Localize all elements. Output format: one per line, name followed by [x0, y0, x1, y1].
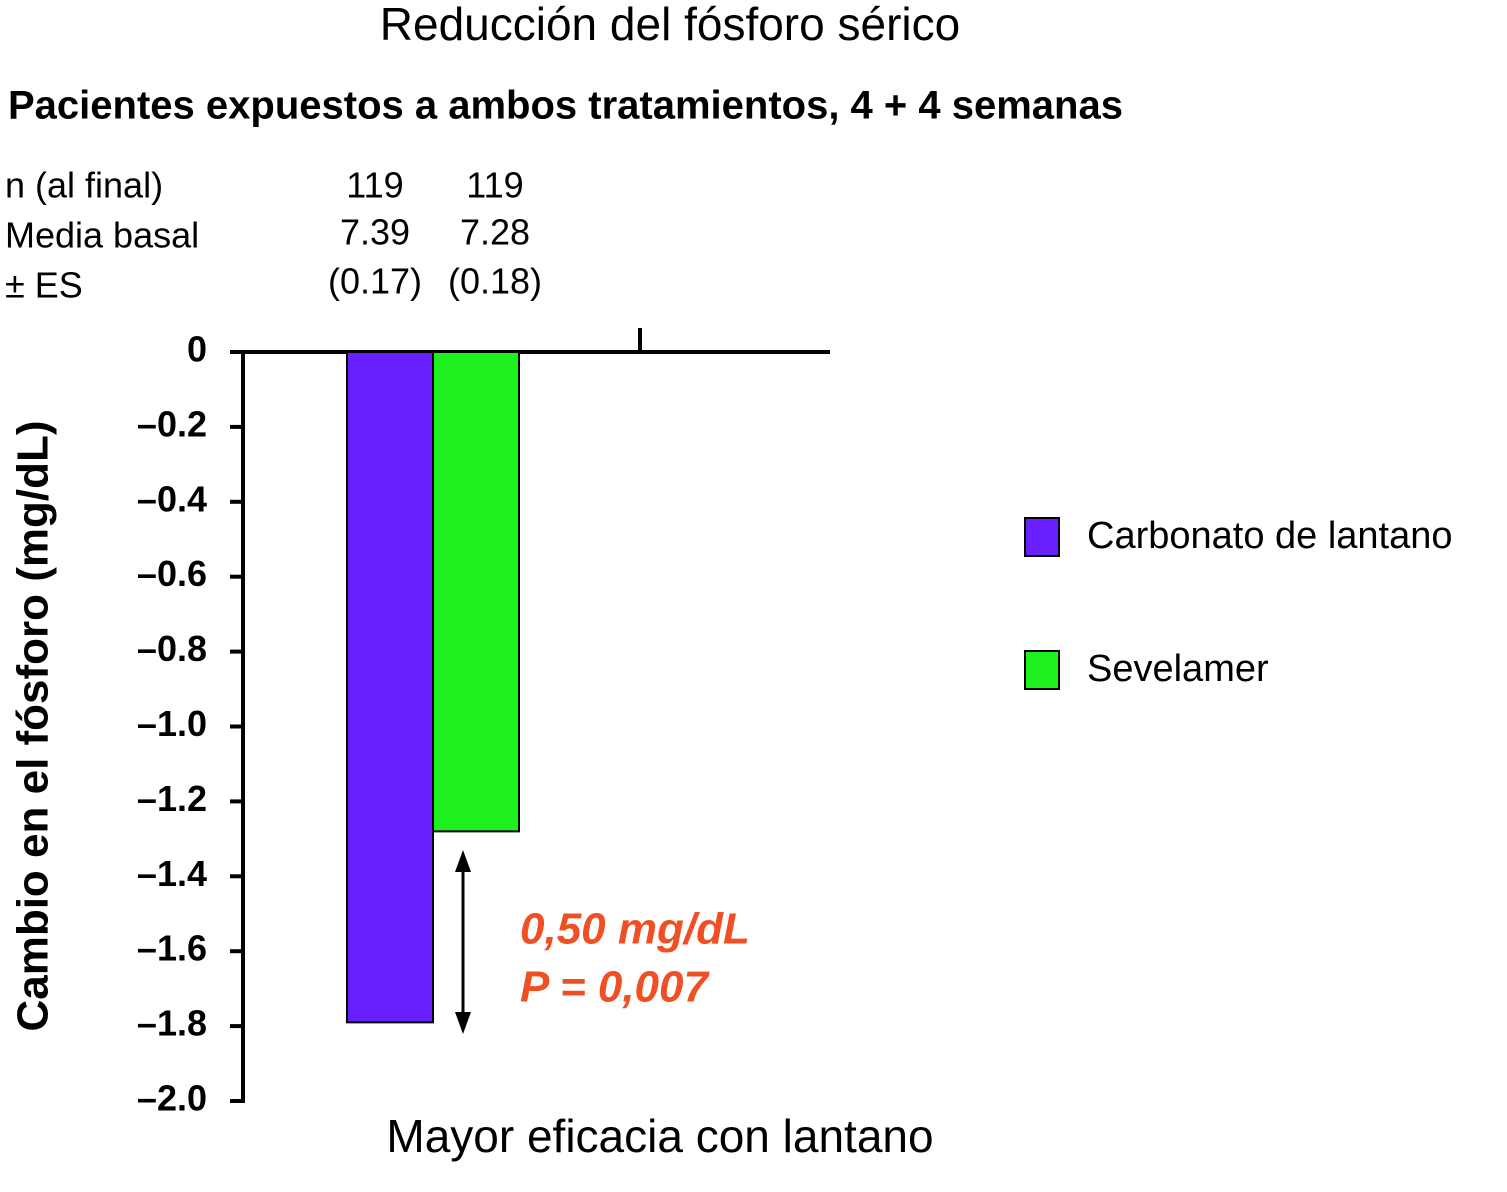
stats-label: n (al final)	[5, 165, 163, 206]
annotation: P = 0,007	[520, 963, 710, 1012]
y-tick-label: –0.8	[137, 628, 207, 669]
difference-arrow	[455, 850, 471, 1034]
bar	[346, 351, 434, 1024]
legend-swatch	[1024, 517, 1060, 557]
y-tick-label: 0	[187, 329, 207, 370]
legend-swatch	[1024, 650, 1060, 690]
y-axis-label: Cambio en el fósforo (mg/dL)	[9, 420, 58, 1031]
bar	[432, 351, 520, 833]
legend-label: Sevelamer	[1087, 648, 1269, 690]
y-tick-label: –1.8	[137, 1003, 207, 1044]
y-tick-label: –1.0	[137, 703, 207, 744]
chart-title: Reducción del fósforo sérico	[380, 0, 960, 50]
stats-se: (0.18)	[448, 261, 542, 302]
stats-label: ± ES	[5, 265, 83, 306]
stats-se: (0.17)	[328, 261, 422, 302]
x-axis-label: Mayor eficacia con lantano	[386, 1110, 933, 1162]
stats-baseline: 7.39	[340, 212, 410, 253]
y-tick-label: –1.4	[137, 853, 207, 894]
stats-label: Media basal	[5, 215, 199, 256]
y-tick-label: –2.0	[137, 1078, 207, 1119]
annotation: 0,50 mg/dL	[520, 905, 750, 954]
legend-label: Carbonato de lantano	[1087, 515, 1453, 557]
y-tick-label: –0.2	[137, 403, 207, 444]
chart-subtitle: Pacientes expuestos a ambos tratamientos…	[8, 84, 1123, 128]
y-tick-label: –1.6	[137, 928, 207, 969]
y-tick-label: –0.4	[137, 478, 207, 519]
stats-n: 119	[346, 165, 403, 206]
y-tick-label: –0.6	[137, 553, 207, 594]
stats-baseline: 7.28	[460, 212, 530, 253]
stats-n: 119	[466, 165, 523, 206]
y-tick-label: –1.2	[137, 778, 207, 819]
